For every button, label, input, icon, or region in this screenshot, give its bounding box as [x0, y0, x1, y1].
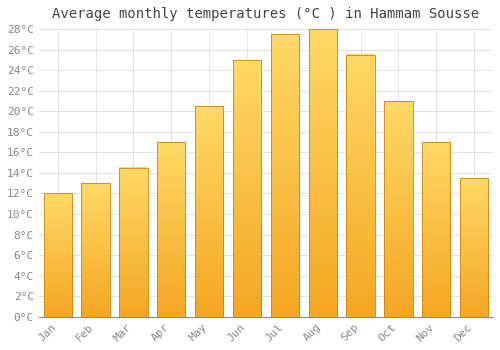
Bar [308, 29, 337, 317]
Title: Average monthly temperatures (°C ) in Hammam Sousse: Average monthly temperatures (°C ) in Ha… [52, 7, 480, 21]
Bar [157, 142, 186, 317]
Bar [82, 183, 110, 317]
Bar [233, 60, 261, 317]
Bar [346, 55, 375, 317]
Bar [270, 34, 299, 317]
Bar [460, 178, 488, 317]
Bar [44, 194, 72, 317]
Bar [119, 168, 148, 317]
Bar [195, 106, 224, 317]
Bar [422, 142, 450, 317]
Bar [384, 101, 412, 317]
